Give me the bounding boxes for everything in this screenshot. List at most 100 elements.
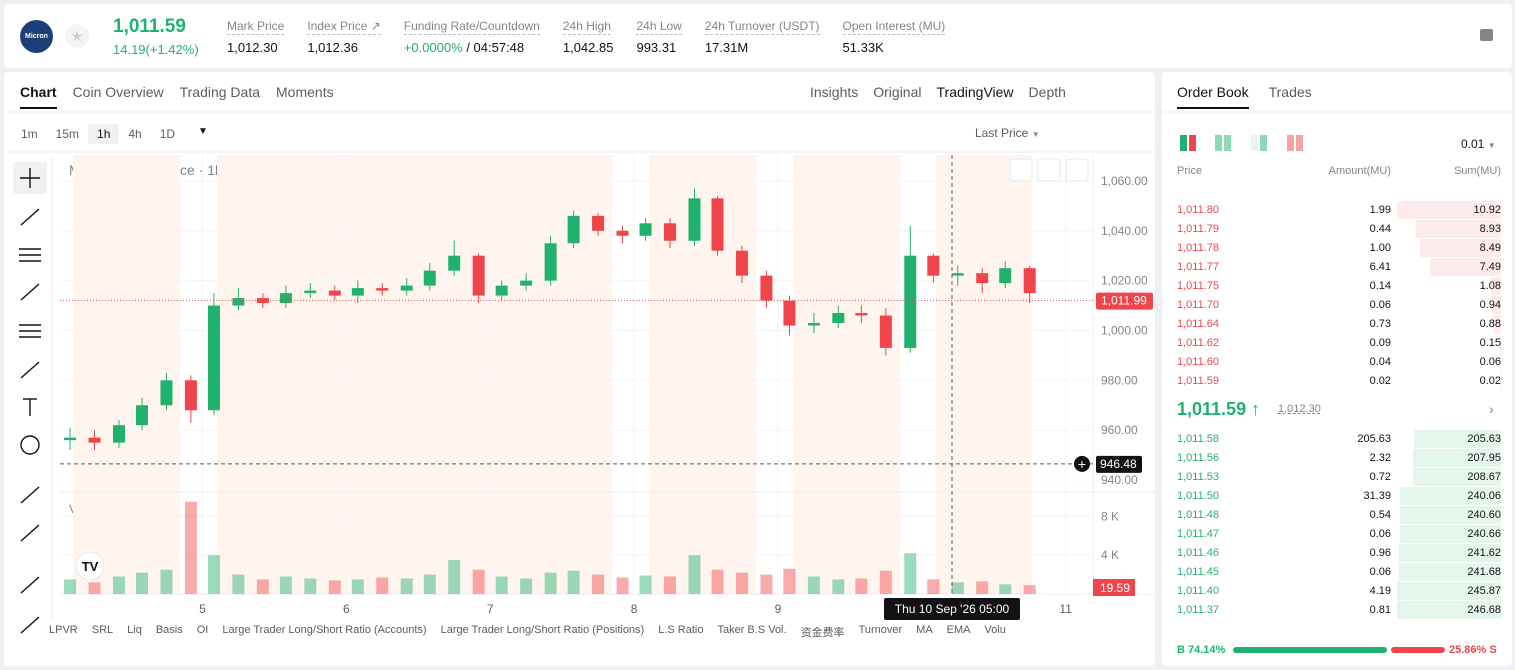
bids-row: 1,011.37 0.81 246.68 bbox=[1168, 601, 1501, 619]
last-price: 1,011.59 bbox=[113, 16, 186, 37]
ob-column: Amount(MU) bbox=[1328, 165, 1391, 177]
indicator: Large Trader Long/Short Ratio (Positions… bbox=[440, 624, 645, 636]
stat-number: 1,042.85 bbox=[562, 40, 614, 55]
ob-price: 1,011.46 bbox=[1177, 547, 1220, 559]
ob-amount: 0.73 bbox=[1369, 318, 1391, 330]
asks-row: 1,011.75 0.14 1.08 bbox=[1168, 277, 1501, 295]
stat-label: Mark Price bbox=[227, 19, 285, 35]
interval: 1m bbox=[21, 127, 38, 141]
indicator: SRL bbox=[91, 624, 114, 636]
ob-sum: 0.06 bbox=[1479, 356, 1501, 368]
indicator: Basis bbox=[155, 624, 183, 636]
ob-price: 1,011.45 bbox=[1177, 566, 1220, 578]
ob-precision[interactable]: 0.01 ▼ bbox=[1461, 137, 1496, 151]
ob-amount: 0.44 bbox=[1369, 223, 1391, 235]
interval: 1h bbox=[88, 124, 120, 144]
asks-row: 1,011.70 0.06 0.94 bbox=[1168, 296, 1501, 314]
indicator-bar: LPVR SRL Liq Basis OI Large Trader Long/Short… bbox=[49, 624, 1049, 640]
ohlc-key: H bbox=[340, 164, 350, 178]
stat-label: Index Price ↗ bbox=[307, 19, 381, 35]
ob-amount: 6.41 bbox=[1369, 261, 1391, 273]
interval-dropdown[interactable]: ▼ bbox=[198, 126, 208, 137]
buy-label: B bbox=[1177, 644, 1185, 656]
ob-tab: Trades bbox=[1268, 84, 1312, 100]
ob-sum: 240.06 bbox=[1467, 490, 1501, 502]
ob-price: 1,011.70 bbox=[1177, 299, 1220, 311]
favorite-star[interactable]: ★ bbox=[65, 24, 89, 48]
ob-amount: 0.81 bbox=[1369, 604, 1391, 616]
ob-sum: 1.08 bbox=[1479, 280, 1501, 292]
stat-label: Open Interest (MU) bbox=[842, 19, 946, 35]
indicator: L.S Ratio bbox=[658, 624, 704, 636]
ohlc-value: 1,026.20 bbox=[349, 164, 396, 178]
stat: 24h High 1,042.85 bbox=[562, 17, 614, 55]
ob-price: 1,011.60 bbox=[1177, 356, 1220, 368]
ob-price: 1,011.50 bbox=[1177, 490, 1220, 502]
bids-row: 1,011.40 4.19 245.87 bbox=[1168, 582, 1501, 600]
ob-more[interactable]: › bbox=[1489, 401, 1494, 417]
stat: Funding Rate/Countdown +0.0000% / 04:57:4… bbox=[403, 17, 540, 55]
buy-bar bbox=[1233, 647, 1388, 653]
volume-current: 173.23 bbox=[115, 502, 153, 516]
ob-amount: 0.14 bbox=[1369, 280, 1391, 292]
ohlc-item: H1,026.20 bbox=[340, 164, 395, 178]
asks-row: 1,011.59 0.02 0.02 bbox=[1168, 372, 1501, 390]
depth-bar bbox=[1399, 487, 1501, 505]
chart-tab[interactable]: Trading Data bbox=[179, 84, 261, 100]
stat-label: 24h Turnover (USDT) bbox=[704, 19, 820, 35]
price-change: 14.19(+1.42%) bbox=[113, 42, 199, 57]
ob-price: 1,011.78 bbox=[1177, 242, 1220, 254]
legend-ohlc: O1,025.52 H1,026.20 L1,023.07 C1,023.52 bbox=[272, 162, 516, 178]
ob-sum: 0.02 bbox=[1479, 375, 1501, 387]
ob-sum: 8.93 bbox=[1479, 223, 1501, 235]
ob-sum: 240.66 bbox=[1467, 528, 1501, 540]
chart-tabs: Chart Coin Overview Trading Data Moments bbox=[20, 84, 334, 109]
ob-sum: 8.49 bbox=[1479, 242, 1501, 254]
depth-bar bbox=[1420, 239, 1501, 257]
header-panel bbox=[4, 4, 1512, 68]
stat-number: 51.33K bbox=[842, 40, 884, 55]
depth-bar bbox=[1397, 601, 1501, 619]
ohlc-value: 1,023.07 bbox=[408, 164, 456, 178]
depth-bar bbox=[1415, 220, 1501, 238]
stat-value: 993.31 bbox=[636, 40, 681, 55]
stat-number: 17.31M bbox=[704, 40, 749, 55]
indicator: Turnover bbox=[858, 624, 903, 636]
ob-amount: 0.02 bbox=[1369, 375, 1391, 387]
ob-sell-ratio: 25.86% S bbox=[1449, 644, 1497, 656]
stat-value: 1,012.30 bbox=[227, 40, 284, 55]
notes-icon[interactable] bbox=[1480, 29, 1493, 41]
ob-sum: 240.60 bbox=[1467, 509, 1501, 521]
depth-bar bbox=[1492, 296, 1501, 314]
price-type[interactable]: Last Price ▼ bbox=[975, 126, 1040, 140]
bids-row: 1,011.53 0.72 208.67 bbox=[1168, 468, 1501, 486]
asks-row: 1,011.64 0.73 0.88 bbox=[1168, 315, 1501, 333]
stat-value: 1,012.36 bbox=[307, 40, 380, 55]
ob-price: 1,011.48 bbox=[1177, 509, 1220, 521]
sell-label: S bbox=[1489, 644, 1497, 656]
depth-bar bbox=[1397, 201, 1501, 219]
buy-ratio: 74.14% bbox=[1188, 644, 1226, 656]
depth-bar bbox=[1490, 277, 1501, 295]
chart-tab[interactable]: Coin Overview bbox=[72, 84, 164, 100]
view-tab: Original bbox=[873, 84, 922, 100]
stat: Mark Price 1,012.30 bbox=[227, 17, 285, 55]
ob-amount: 0.06 bbox=[1369, 528, 1391, 540]
stat: 24h Turnover (USDT) 17.31M bbox=[704, 17, 820, 55]
view-tab: Insights bbox=[810, 84, 859, 100]
chart-tab[interactable]: Chart bbox=[20, 84, 57, 109]
ob-mid-price: 1,011.59 ↑ bbox=[1177, 399, 1261, 419]
stat-number: 993.31 bbox=[636, 40, 677, 55]
ob-price: 1,011.56 bbox=[1177, 452, 1220, 464]
chart-tab[interactable]: Moments bbox=[276, 84, 334, 100]
ob-price: 1,011.59 bbox=[1177, 375, 1220, 387]
depth-bar bbox=[1429, 258, 1501, 276]
ob-amount: 0.54 bbox=[1369, 509, 1391, 521]
indicator: LPVR bbox=[49, 624, 78, 636]
view-tab: TradingView bbox=[936, 84, 1014, 100]
ratio-bar bbox=[1233, 647, 1445, 653]
logo: Micron bbox=[20, 20, 53, 53]
ob-tabs: Order Book Trades bbox=[1177, 84, 1312, 109]
indicator: EMA bbox=[946, 624, 971, 636]
legend-change: -2.05 (−0.20%) bbox=[520, 164, 601, 178]
